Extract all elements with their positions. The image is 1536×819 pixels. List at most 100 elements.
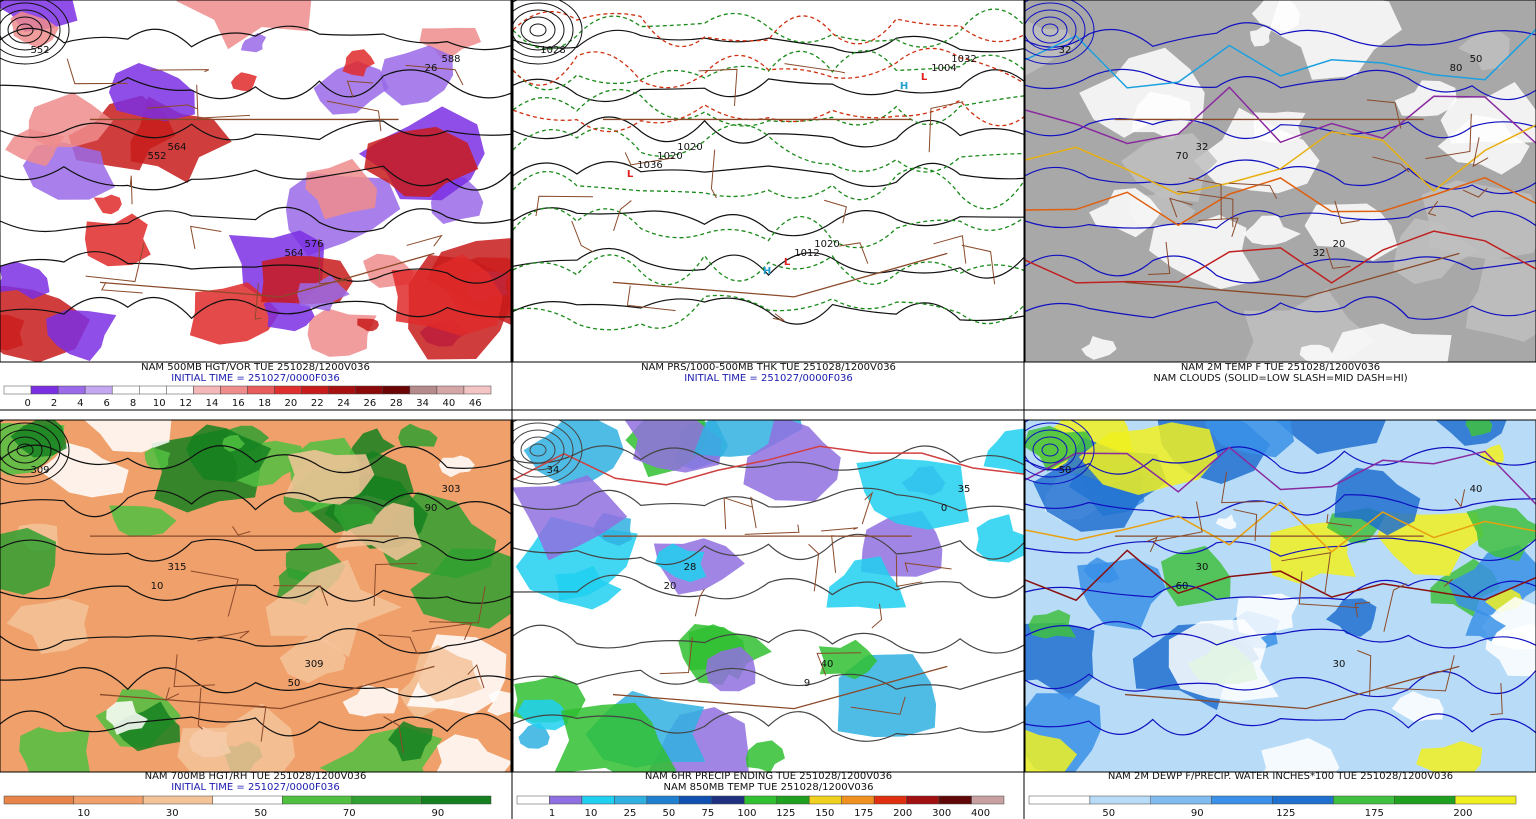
shaded-area [0, 261, 50, 300]
colorbar-label: 34 [416, 398, 429, 409]
contour [513, 297, 1024, 325]
map-label: 564 [284, 248, 303, 259]
shaded-area [1275, 420, 1386, 455]
colorbar-label: 20 [285, 398, 298, 409]
map-label: 32 [1196, 142, 1209, 153]
map-label: 80 [1450, 63, 1463, 74]
map-label: 552 [147, 151, 166, 162]
colorbar-label: 50 [1102, 808, 1115, 819]
colorbar-label: 18 [258, 398, 271, 409]
shaded-area [1478, 444, 1504, 466]
colorbar-swatch [1089, 795, 1151, 805]
map-frame [512, 419, 1025, 773]
colorbar-label: 1 [549, 808, 555, 819]
border [378, 634, 418, 655]
border [1169, 197, 1193, 218]
contour [1025, 429, 1077, 471]
map-label: 1028 [540, 45, 565, 56]
colorbar-swatch [906, 795, 940, 805]
shaded-area [106, 700, 148, 735]
shaded-area [109, 505, 177, 537]
border [603, 535, 948, 710]
shaded-area [1269, 522, 1356, 584]
colorbar-swatch [1454, 795, 1517, 805]
colorbar-swatch [139, 385, 167, 395]
colorbar-swatch [30, 385, 59, 395]
map-label: 552 [30, 45, 49, 56]
shaded-area [1466, 505, 1536, 562]
colorbar-label: 24 [337, 398, 350, 409]
caption: NAM 2M DEWP F/PRECIP. WATER INCHES*100 T… [1108, 771, 1453, 782]
border [624, 152, 675, 166]
colorbar-swatch [111, 385, 140, 395]
border [318, 238, 347, 285]
border [1490, 682, 1503, 716]
map-label: H [763, 266, 771, 277]
colorbar-swatch [421, 795, 492, 805]
shaded-area [347, 428, 396, 462]
map-label: 34 [547, 465, 560, 476]
border [820, 527, 859, 532]
contour [1025, 578, 1536, 601]
colorbar-swatch [463, 385, 492, 395]
shaded-area [1204, 420, 1295, 458]
colorbar-label: 28 [390, 398, 403, 409]
border [1233, 509, 1258, 542]
border [1115, 118, 1460, 298]
map-label: 1012 [794, 248, 819, 259]
shaded-area [1079, 47, 1205, 138]
shaded-area [1081, 336, 1117, 360]
shaded-area [38, 442, 129, 498]
colorbar-label: 100 [737, 808, 756, 819]
contour [513, 624, 1024, 654]
contour [0, 165, 511, 191]
colorbar-label: 90 [432, 808, 445, 819]
contour [513, 429, 565, 471]
border [90, 118, 435, 298]
border [1427, 200, 1439, 216]
border [383, 716, 404, 754]
colorbar-label: 125 [1276, 808, 1295, 819]
shaded-area [436, 734, 511, 772]
contour [0, 69, 511, 100]
shaded-area [265, 559, 402, 658]
shaded-area [1168, 619, 1279, 702]
contour [7, 16, 43, 44]
colorbar-swatch [744, 795, 777, 805]
colorbar-label: 75 [702, 808, 715, 819]
border [406, 234, 443, 247]
contour [0, 429, 52, 471]
border [895, 555, 923, 587]
colorbar-swatch [516, 795, 550, 805]
contour [1025, 422, 1086, 478]
contour [513, 50, 1024, 91]
contour [0, 0, 70, 65]
border [1325, 248, 1351, 269]
map-frame [1024, 419, 1536, 773]
colorbar-label: 200 [893, 808, 912, 819]
shaded-area [1440, 82, 1536, 144]
shaded-area [1236, 593, 1299, 638]
shaded-area [364, 126, 479, 197]
border [1148, 242, 1171, 276]
border [694, 588, 705, 617]
contour [513, 88, 1024, 127]
border [850, 696, 906, 715]
border [1198, 217, 1239, 237]
colorbar-label: 26 [364, 398, 377, 409]
map: 309 315 309 303 10 50 90 [0, 420, 511, 772]
shaded-area [1416, 741, 1483, 772]
map-label: 40 [821, 659, 834, 670]
shaded-area [654, 543, 707, 583]
shaded-area [176, 0, 312, 50]
contour [0, 251, 511, 284]
shaded-area [517, 699, 569, 731]
shaded-area [1161, 545, 1231, 607]
map-frame [0, 419, 512, 773]
colorbar-label: 25 [624, 808, 637, 819]
shaded-area [1028, 609, 1076, 639]
contour [513, 667, 1024, 690]
shaded-area [388, 721, 433, 762]
caption: NAM 2M TEMP F TUE 251028/1200V036 [1181, 362, 1380, 373]
